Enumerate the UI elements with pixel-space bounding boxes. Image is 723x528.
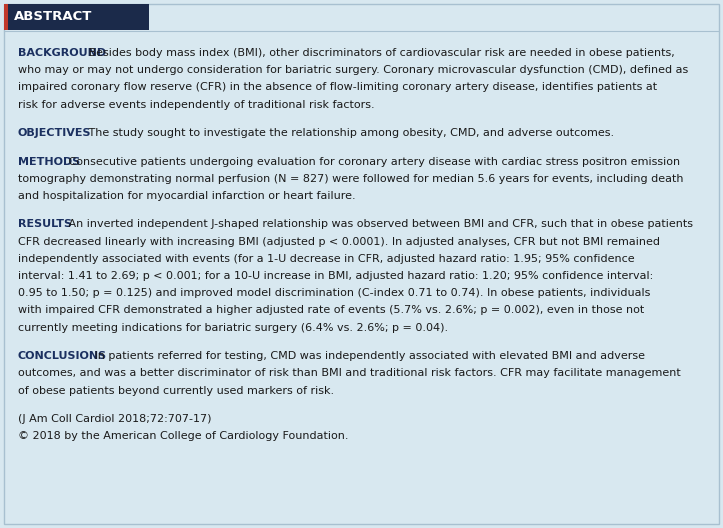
Text: An inverted independent J-shaped relationship was observed between BMI and CFR, : An inverted independent J-shaped relatio… bbox=[64, 219, 693, 229]
FancyBboxPatch shape bbox=[4, 4, 719, 524]
Text: independently associated with events (for a 1-U decrease in CFR, adjusted hazard: independently associated with events (fo… bbox=[18, 254, 635, 264]
Text: METHODS: METHODS bbox=[18, 156, 80, 166]
Text: Consecutive patients undergoing evaluation for coronary artery disease with card: Consecutive patients undergoing evaluati… bbox=[64, 156, 680, 166]
Text: risk for adverse events independently of traditional risk factors.: risk for adverse events independently of… bbox=[18, 100, 375, 110]
Bar bbox=[4, 4, 7, 30]
Text: of obese patients beyond currently used markers of risk.: of obese patients beyond currently used … bbox=[18, 385, 334, 395]
Text: In patients referred for testing, CMD was independently associated with elevated: In patients referred for testing, CMD wa… bbox=[91, 351, 646, 361]
Text: CONCLUSIONS: CONCLUSIONS bbox=[18, 351, 107, 361]
Text: impaired coronary flow reserve (CFR) in the absence of flow-limiting coronary ar: impaired coronary flow reserve (CFR) in … bbox=[18, 82, 657, 92]
Text: with impaired CFR demonstrated a higher adjusted rate of events (5.7% vs. 2.6%; : with impaired CFR demonstrated a higher … bbox=[18, 306, 644, 315]
Text: interval: 1.41 to 2.69; p < 0.001; for a 10-U increase in BMI, adjusted hazard r: interval: 1.41 to 2.69; p < 0.001; for a… bbox=[18, 271, 654, 281]
Text: OBJECTIVES: OBJECTIVES bbox=[18, 128, 92, 138]
Text: currently meeting indications for bariatric surgery (6.4% vs. 2.6%; p = 0.04).: currently meeting indications for bariat… bbox=[18, 323, 448, 333]
Text: ABSTRACT: ABSTRACT bbox=[14, 11, 93, 24]
Text: The study sought to investigate the relationship among obesity, CMD, and adverse: The study sought to investigate the rela… bbox=[85, 128, 614, 138]
Text: outcomes, and was a better discriminator of risk than BMI and traditional risk f: outcomes, and was a better discriminator… bbox=[18, 369, 681, 379]
Text: 0.95 to 1.50; p = 0.125) and improved model discrimination (C-index 0.71 to 0.74: 0.95 to 1.50; p = 0.125) and improved mo… bbox=[18, 288, 651, 298]
Text: RESULTS: RESULTS bbox=[18, 219, 72, 229]
Text: CFR decreased linearly with increasing BMI (adjusted p < 0.0001). In adjusted an: CFR decreased linearly with increasing B… bbox=[18, 237, 660, 247]
Text: © 2018 by the American College of Cardiology Foundation.: © 2018 by the American College of Cardio… bbox=[18, 431, 348, 441]
Text: Besides body mass index (BMI), other discriminators of cardiovascular risk are n: Besides body mass index (BMI), other dis… bbox=[85, 48, 675, 58]
Text: who may or may not undergo consideration for bariatric surgery. Coronary microva: who may or may not undergo consideration… bbox=[18, 65, 688, 75]
Text: and hospitalization for myocardial infarction or heart failure.: and hospitalization for myocardial infar… bbox=[18, 191, 356, 201]
Text: (J Am Coll Cardiol 2018;72:707-17): (J Am Coll Cardiol 2018;72:707-17) bbox=[18, 414, 212, 424]
FancyBboxPatch shape bbox=[4, 4, 149, 30]
Text: BACKGROUND: BACKGROUND bbox=[18, 48, 106, 58]
Text: tomography demonstrating normal perfusion (N = 827) were followed for median 5.6: tomography demonstrating normal perfusio… bbox=[18, 174, 683, 184]
